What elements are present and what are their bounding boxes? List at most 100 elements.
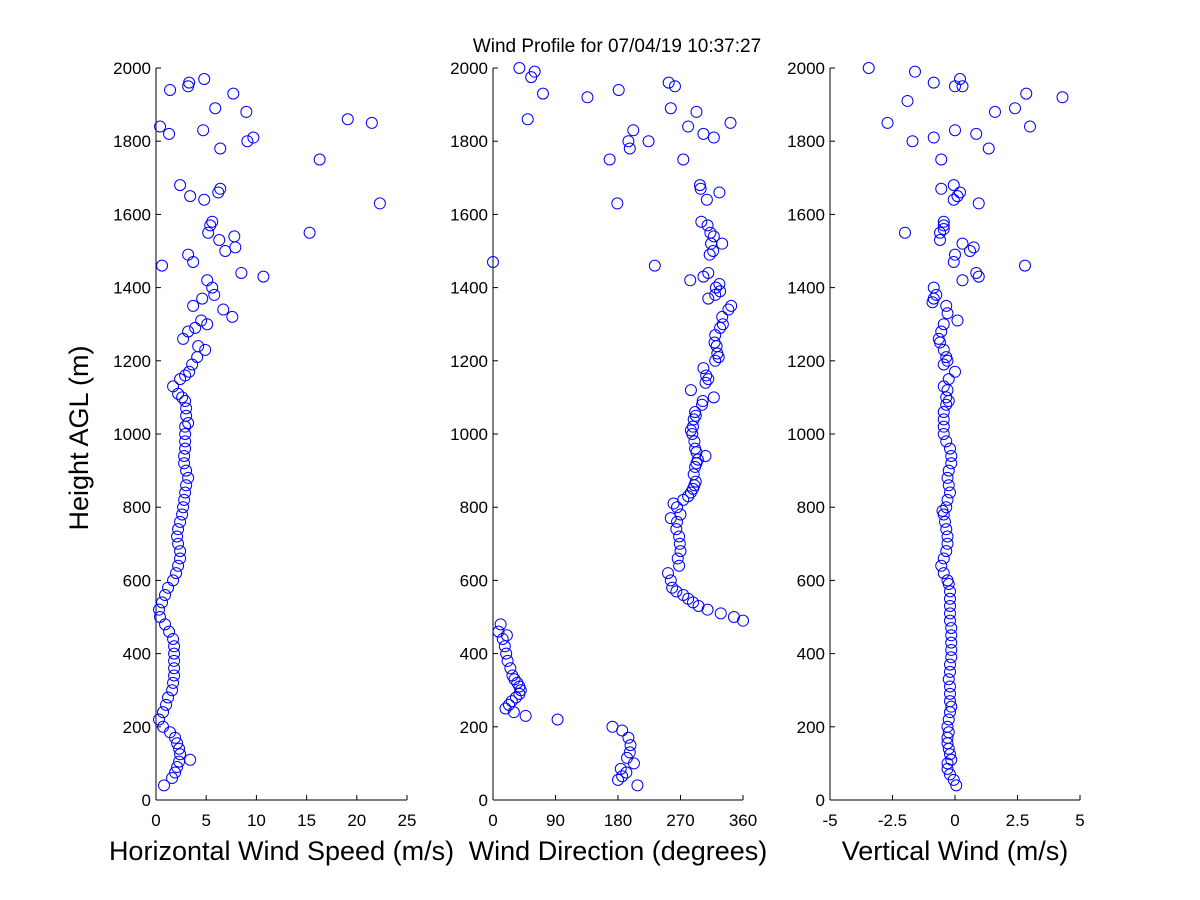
data-point: [179, 435, 192, 448]
data-point: [947, 255, 960, 268]
data-point: [612, 773, 624, 786]
data-point: [704, 226, 717, 239]
data-point: [935, 153, 948, 166]
data-point: [673, 537, 686, 550]
data-point: [941, 530, 954, 543]
data-point: [927, 131, 940, 144]
y-tick-label: 0: [816, 791, 825, 810]
data-point: [941, 307, 954, 320]
data-point: [182, 248, 195, 261]
data-point: [944, 607, 956, 620]
y-tick-label: 1600: [787, 205, 825, 224]
y-tick-label: 600: [460, 571, 488, 590]
data-point: [941, 757, 954, 770]
data-point: [214, 142, 227, 155]
data-point: [501, 654, 514, 667]
data-point: [950, 779, 963, 792]
y-tick-label: 1800: [113, 132, 151, 151]
y-tick-label: 600: [123, 571, 151, 590]
data-point: [241, 135, 254, 148]
data-point: [940, 391, 953, 404]
data-point: [153, 603, 166, 616]
data-point: [944, 442, 956, 455]
data-point: [202, 226, 215, 239]
data-point: [670, 523, 683, 536]
y-tick-label: 1000: [787, 425, 825, 444]
data-point: [154, 611, 167, 623]
data-point: [614, 762, 627, 775]
y-tick-label: 1400: [113, 279, 151, 298]
data-point: [713, 186, 726, 199]
data-point: [690, 105, 703, 118]
data-point: [174, 552, 187, 565]
y-tick-label: 200: [460, 718, 488, 737]
data-point: [682, 120, 695, 133]
data-point: [156, 596, 169, 609]
y-tick-label: 1600: [450, 205, 488, 224]
data-point: [162, 691, 175, 704]
data-point: [945, 449, 958, 462]
data-point: [167, 676, 180, 689]
data-point: [166, 772, 179, 785]
data-point: [1019, 259, 1031, 272]
data-point: [664, 102, 677, 115]
data-point: [167, 574, 180, 587]
data-point: [505, 695, 518, 708]
data-point: [173, 742, 186, 755]
data-point: [862, 62, 875, 74]
data-point: [622, 731, 635, 744]
y-tick-label: 1600: [113, 205, 151, 224]
data-point: [942, 373, 955, 386]
data-point: [708, 336, 721, 349]
data-point: [945, 629, 958, 642]
data-point: [944, 687, 956, 700]
data-point: [154, 120, 167, 133]
data-point: [942, 726, 955, 739]
data-point: [219, 245, 232, 257]
y-tick-label: 1200: [450, 352, 488, 371]
data-point: [709, 281, 722, 294]
y-tick-label: 800: [797, 498, 825, 517]
data-point: [174, 515, 187, 528]
data-point: [159, 589, 172, 602]
data-point: [213, 234, 226, 247]
data-point: [171, 761, 184, 774]
data-point: [906, 135, 919, 148]
data-point: [195, 314, 208, 327]
data-point: [247, 131, 260, 144]
x-tick-label: 2.5: [1006, 811, 1030, 830]
y-tick-label: 1400: [787, 279, 825, 298]
data-point: [727, 611, 740, 623]
data-point: [240, 105, 253, 118]
data-point: [341, 113, 354, 126]
data-point: [691, 453, 704, 466]
x-tick-label: -5: [822, 811, 837, 830]
data-point: [881, 116, 894, 129]
data-point: [689, 406, 702, 419]
data-point: [502, 698, 515, 711]
data-point: [172, 537, 185, 550]
x-tick-label: 5: [1075, 811, 1084, 830]
data-point: [180, 479, 193, 492]
data-point: [944, 665, 956, 678]
data-point: [684, 274, 697, 287]
y-tick-label: 800: [460, 498, 488, 517]
data-point: [492, 625, 505, 638]
data-point: [947, 193, 960, 206]
y-tick-label: 1200: [787, 352, 825, 371]
data-point: [927, 281, 940, 294]
data-point: [606, 720, 619, 733]
data-point: [163, 127, 176, 140]
data-point: [201, 318, 214, 331]
data-point: [674, 545, 687, 558]
data-point: [945, 636, 958, 649]
data-point: [716, 318, 729, 331]
data-point: [944, 768, 956, 781]
data-point: [365, 116, 378, 129]
data-point: [160, 698, 173, 711]
data-point: [513, 62, 526, 74]
data-point: [183, 365, 196, 378]
data-point: [722, 303, 735, 316]
data-point: [941, 493, 954, 506]
